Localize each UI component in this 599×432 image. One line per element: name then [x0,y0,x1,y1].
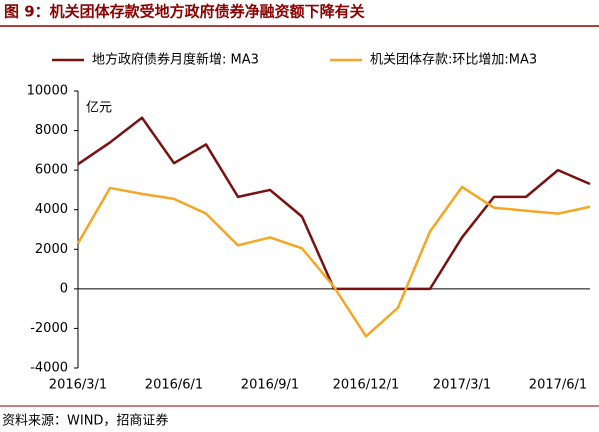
legend-label: 机关团体存款:环比增加:MA3 [370,53,537,68]
source: 资料来源：WIND，招商证券 [2,413,168,429]
y-tick-label: 10000 [27,84,68,99]
legend-label: 地方政府债券月度新增: MA3 [92,52,259,68]
y-tick-label: -2000 [30,321,68,336]
series-line [76,185,591,338]
x-tick-label: 2016/9/1 [241,378,299,393]
x-tick-label: 2016/12/1 [333,378,400,393]
y-unit: 亿元 [86,101,112,116]
y-tick-label: 6000 [35,163,68,178]
series-line [77,116,591,291]
y-tick-label: -4000 [30,361,68,376]
y-tick-label: 8000 [35,123,68,138]
y-tick-label: 2000 [35,242,68,257]
x-tick-label: 2017/6/1 [529,378,587,393]
x-tick-label: 2016/6/1 [145,378,203,393]
chart-title: 图 9：机关团体存款受地方政府债券净融资额下降有关 [4,3,365,21]
y-tick-label: 4000 [35,202,68,217]
x-tick-label: 2017/3/1 [433,378,491,393]
y-tick-label: 0 [60,281,68,296]
x-tick-label: 2016/3/1 [49,378,107,393]
